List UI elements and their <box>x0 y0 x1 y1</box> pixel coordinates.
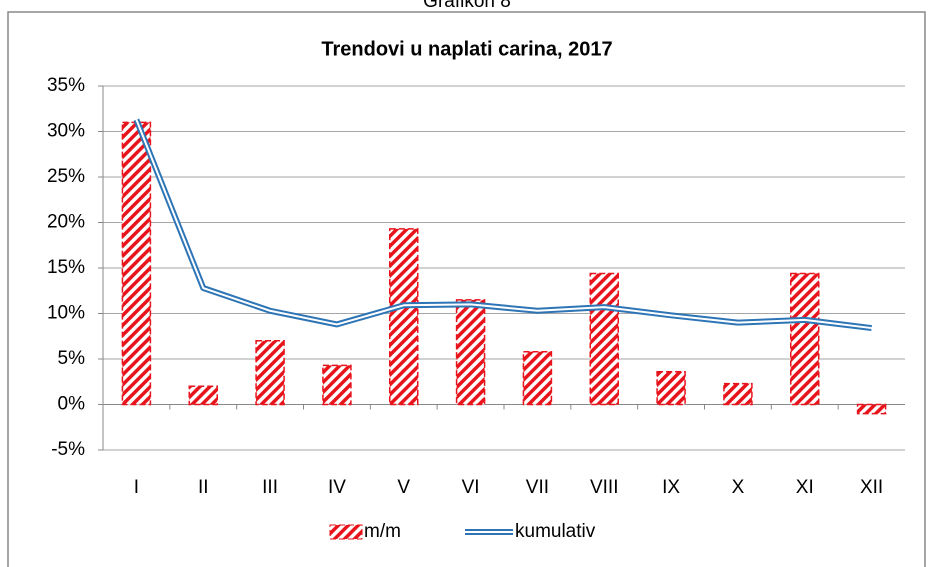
x-tick-label: V <box>397 477 410 498</box>
legend-swatch <box>329 524 363 540</box>
x-tick-label: VII <box>526 477 549 498</box>
chart-title: Trendovi u naplati carina, 2017 <box>321 38 612 60</box>
heading: Grafikon 8 <box>423 0 511 12</box>
x-tick-label: VIII <box>590 477 619 498</box>
bar <box>723 382 753 406</box>
bar <box>856 403 887 415</box>
x-tick-label: IV <box>328 477 346 498</box>
legend-label: kumulativ <box>515 521 596 542</box>
x-tick-label: XI <box>796 477 814 498</box>
bar <box>589 272 619 406</box>
x-tick-label: IX <box>662 477 680 498</box>
legend-label: m/m <box>364 521 401 542</box>
x-tick-label: III <box>262 477 278 498</box>
bar <box>188 385 218 406</box>
bar <box>790 272 820 406</box>
y-tick-label: 0% <box>58 394 86 415</box>
bar <box>121 121 152 406</box>
line-inner <box>135 119 872 330</box>
y-tick-label: 15% <box>47 257 85 278</box>
bar <box>656 370 686 406</box>
x-tick-label: XII <box>860 477 883 498</box>
x-tick-label: X <box>732 477 745 498</box>
y-tick-label: 25% <box>47 166 85 187</box>
y-tick-label: 10% <box>47 303 85 324</box>
x-tick-label: II <box>198 477 209 498</box>
y-tick-label: 35% <box>47 75 85 96</box>
chart-frame <box>7 11 926 567</box>
bar <box>389 228 419 406</box>
y-tick-label: -5% <box>51 439 85 460</box>
bar <box>322 364 352 406</box>
x-tick-label: I <box>134 477 139 498</box>
x-tick-label: VI <box>462 477 480 498</box>
y-tick-label: 20% <box>47 212 85 233</box>
bar <box>455 299 486 406</box>
y-tick-label: 30% <box>47 121 85 142</box>
bar <box>522 350 553 406</box>
bar <box>255 340 285 406</box>
y-tick-label: 5% <box>58 348 86 369</box>
